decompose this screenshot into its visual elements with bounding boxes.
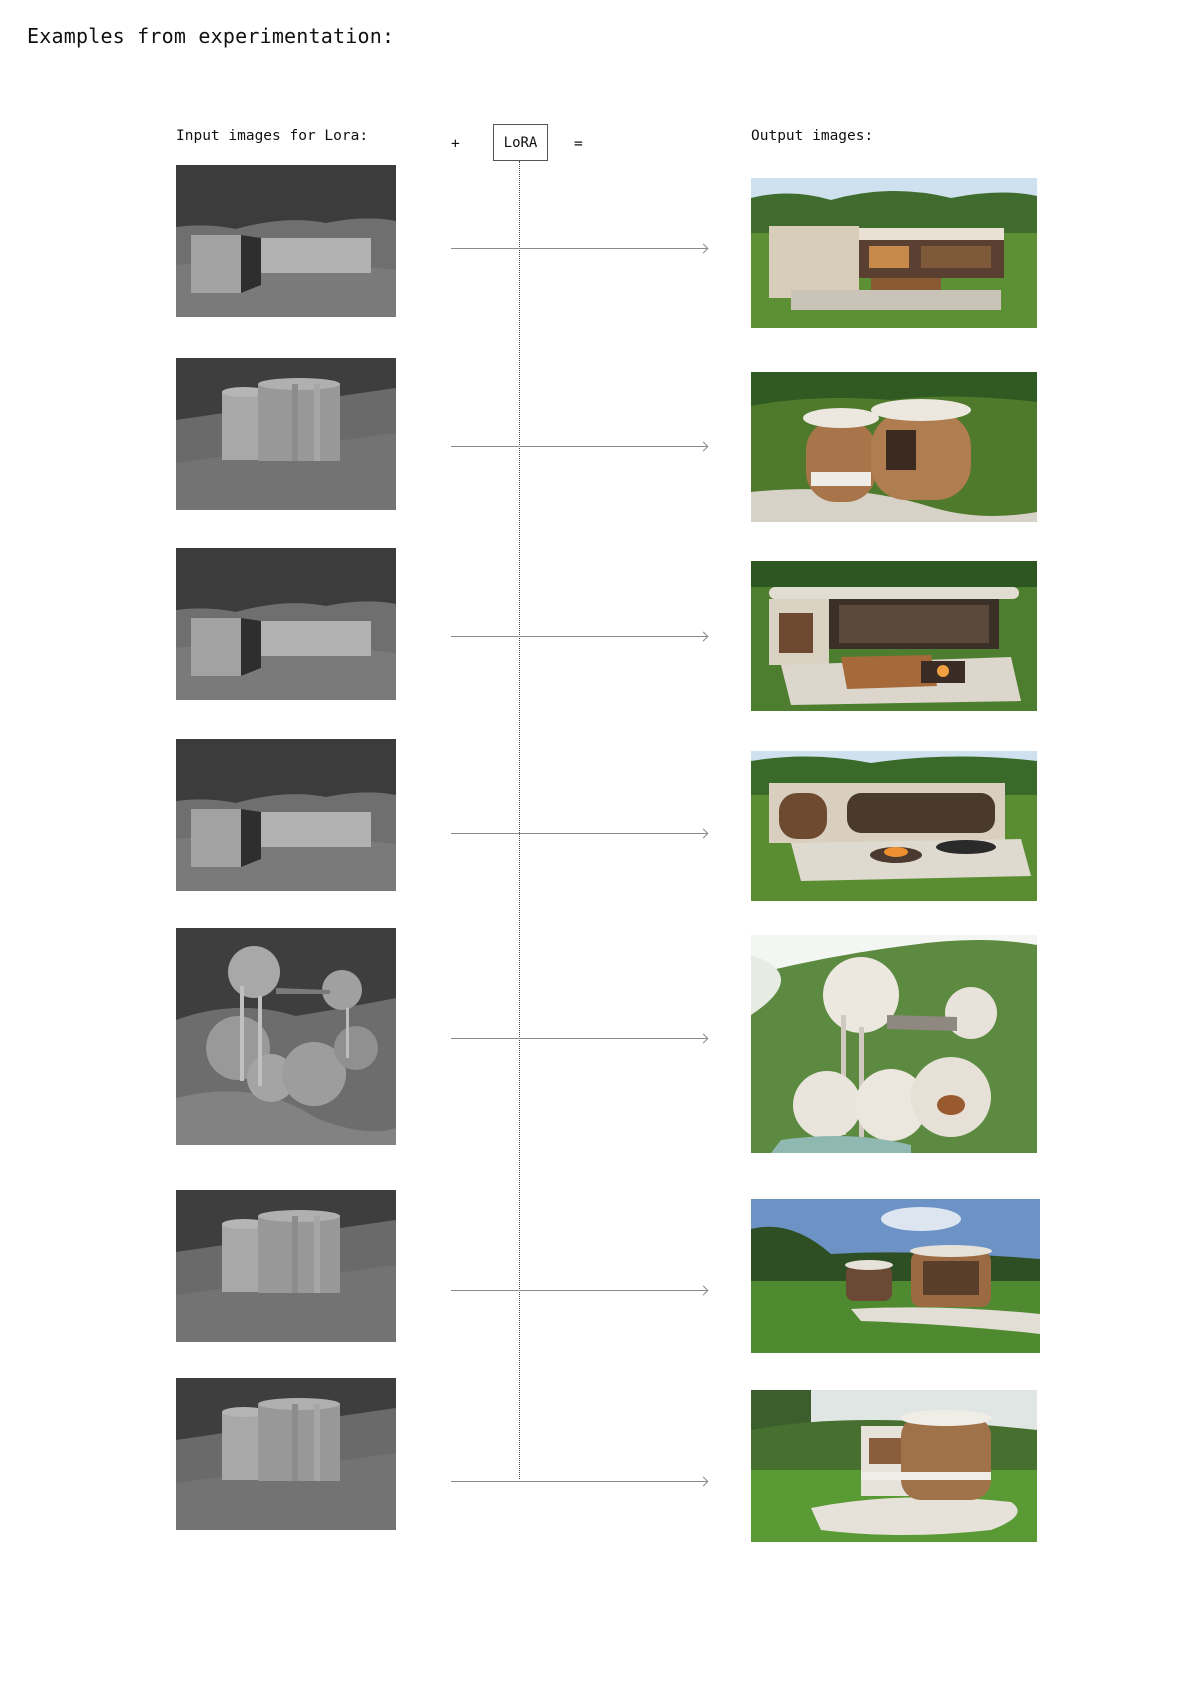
arrow (451, 1481, 707, 1482)
output-image (751, 751, 1037, 901)
input-image (176, 358, 396, 510)
arrow (451, 636, 707, 637)
curved-massing-render-icon (176, 1378, 396, 1530)
input-image (176, 1378, 396, 1530)
input-column-header: Input images for Lora: (176, 128, 369, 144)
curved-massing-render-icon (176, 1190, 396, 1342)
lora-dotted-line (519, 161, 520, 1479)
box-massing-render-icon (176, 548, 396, 700)
curved-wood-villa-render-icon (751, 372, 1037, 522)
equals-sign: = (574, 136, 583, 152)
input-image (176, 739, 396, 891)
sphere-massing-render-icon (176, 928, 396, 1145)
courtyard-villa-render-icon (751, 561, 1037, 711)
output-image (751, 1390, 1037, 1542)
plus-sign: + (451, 136, 460, 152)
rounded-villa-render-icon (751, 1390, 1037, 1542)
input-image (176, 165, 396, 317)
input-image (176, 1190, 396, 1342)
page-title: Examples from experimentation: (27, 24, 395, 48)
output-image (751, 178, 1037, 328)
curved-massing-render-icon (176, 358, 396, 510)
output-image (751, 372, 1037, 522)
sphere-house-render-icon (751, 935, 1037, 1153)
output-image (751, 561, 1037, 711)
arrow (451, 1038, 707, 1039)
input-image (176, 548, 396, 700)
input-image (176, 928, 396, 1145)
arrow (451, 446, 707, 447)
output-column-header: Output images: (751, 128, 874, 144)
lora-box: LoRA (493, 124, 548, 161)
cylinder-pavilions-render-icon (751, 1199, 1040, 1353)
output-image (751, 935, 1037, 1153)
arrow (451, 833, 707, 834)
arched-villa-render-icon (751, 751, 1037, 901)
box-massing-render-icon (176, 739, 396, 891)
modern-villa-render-icon (751, 178, 1037, 328)
arrow (451, 1290, 707, 1291)
arrow (451, 248, 707, 249)
box-massing-render-icon (176, 165, 396, 317)
output-image (751, 1199, 1040, 1353)
